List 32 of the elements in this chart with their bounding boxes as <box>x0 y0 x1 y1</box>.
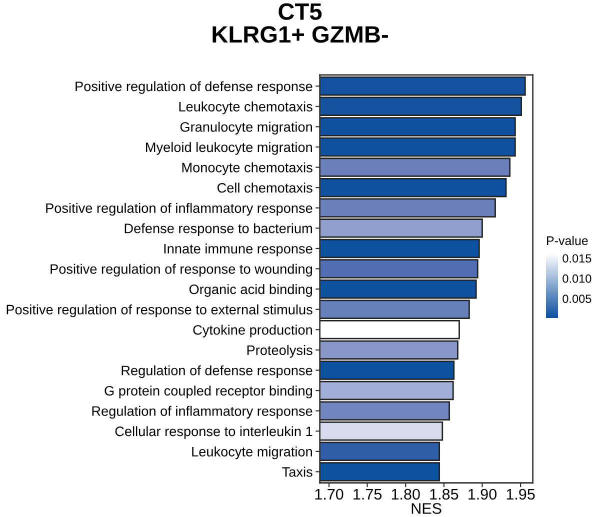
color-bar-title: P-value <box>547 236 588 246</box>
y-tick-label: Proteolysis <box>247 345 312 358</box>
y-tick-label: Positive regulation of response to external stimulus <box>6 304 312 318</box>
x-tick-label: 1.95 <box>506 488 535 500</box>
y-tick-label: Leukocyte migration <box>192 446 312 460</box>
y-tick-label: Cellular response to interleukin 1 <box>115 426 312 439</box>
chart-title: CT5 KLRG1+ GZMB- <box>212 3 388 43</box>
y-tick-label: Regulation of defense response <box>122 365 312 378</box>
x-tick-label: 1.90 <box>468 488 497 500</box>
x-tick-label: 1.75 <box>354 488 382 500</box>
color-bar-label: 0.010 <box>562 274 592 283</box>
y-tick-label: Cytokine production <box>193 324 312 338</box>
y-tick-label: Defense response to bacterium <box>124 223 312 236</box>
x-tick-label: 1.80 <box>392 488 420 500</box>
y-tick-label: G protein coupled receptor binding <box>104 386 312 398</box>
y-tick-label: Positive regulation of inflammatory response <box>46 202 312 216</box>
y-tick-label: Positive regulation of defense response <box>76 81 312 94</box>
y-tick-label: Organic acid binding <box>189 284 312 297</box>
y-tick-label: Positive regulation of response to wounding <box>50 264 312 277</box>
color-bar-label: 0.015 <box>562 254 592 263</box>
y-tick-label: Monocyte chemotaxis <box>182 162 312 176</box>
x-tick-label: 1.85 <box>430 488 458 500</box>
color-bar-label: 0.005 <box>562 294 592 303</box>
y-tick-label: Granulocyte migration <box>180 122 312 134</box>
x-axis-title: NES <box>412 503 442 514</box>
y-tick-label: Taxis <box>282 466 312 477</box>
y-tick-label: Regulation of inflammatory response <box>92 406 312 419</box>
x-tick-label: 1.70 <box>315 488 344 500</box>
y-tick-label: Myeloid leukocyte migration <box>146 142 312 155</box>
y-tick-label: Innate immune response <box>164 244 312 256</box>
y-tick-label: Leukocyte chemotaxis <box>179 101 312 114</box>
y-tick-label: Cell chemotaxis <box>217 182 312 193</box>
